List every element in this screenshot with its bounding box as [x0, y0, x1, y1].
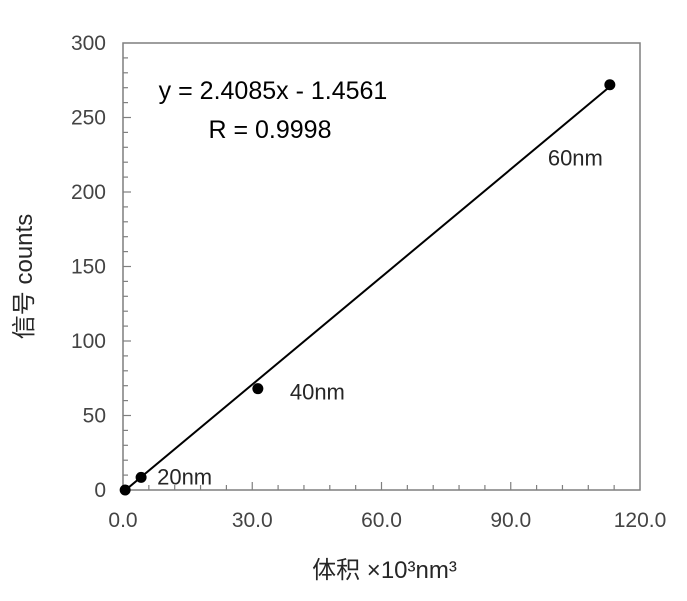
data-point: [252, 383, 264, 395]
x-tick-label: 0.0: [108, 509, 137, 532]
point-label: 60nm: [548, 146, 603, 171]
x-tick-label: 60.0: [361, 509, 402, 532]
trendline: [124, 85, 611, 492]
x-tick-label: 120.0: [614, 509, 667, 532]
x-axis-title: 体积 ×10³nm³: [312, 557, 457, 584]
plot-border: [122, 42, 641, 491]
data-point: [119, 484, 131, 496]
data-point: [135, 471, 147, 483]
x-tick-label: 30.0: [232, 509, 273, 532]
y-tick-label: 200: [71, 181, 106, 204]
r-value-text: R = 0.9998: [208, 116, 331, 144]
point-label: 20nm: [157, 464, 212, 489]
y-tick-label: 150: [71, 256, 106, 279]
y-tick-label: 100: [71, 330, 106, 353]
y-tick-label: 300: [71, 32, 106, 55]
y-tick-label: 50: [83, 405, 106, 428]
y-tick-label: 250: [71, 107, 106, 130]
data-point: [604, 79, 616, 91]
point-label: 40nm: [290, 380, 345, 405]
x-tick-label: 90.0: [490, 509, 531, 532]
equation-text: y = 2.4085x - 1.4561: [159, 77, 388, 105]
y-tick-label: 0: [94, 479, 106, 502]
y-axis-title: 信号 counts: [11, 214, 38, 339]
